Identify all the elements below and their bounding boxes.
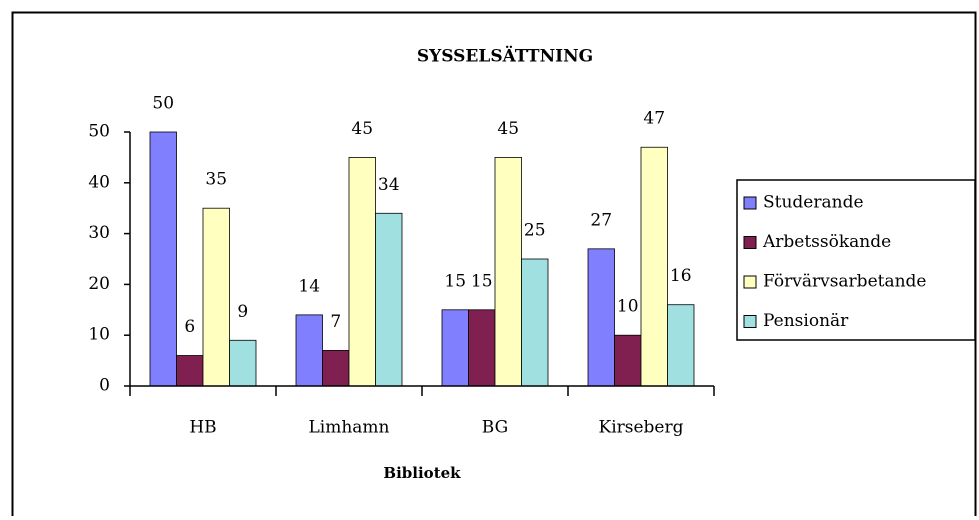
legend-swatch [743, 196, 757, 210]
data-label: 50 [152, 94, 174, 114]
legend-label: Arbetssökande [762, 232, 891, 252]
legend [736, 179, 976, 341]
x-tick-label: HB [189, 418, 216, 438]
bar [468, 309, 496, 387]
y-tick-label: 50 [88, 122, 110, 142]
bar [494, 156, 522, 387]
bar [229, 339, 257, 387]
legend-label: Studerande [763, 193, 864, 213]
legend-label: Pensionär [763, 311, 849, 331]
legend-swatch [743, 275, 757, 289]
legend-swatch [743, 315, 757, 328]
data-label: 45 [351, 119, 373, 139]
y-tick-label: 30 [88, 223, 110, 243]
bar [295, 314, 323, 387]
data-label: 34 [378, 175, 400, 195]
data-label: 6 [184, 317, 195, 337]
data-label: 7 [330, 312, 341, 332]
y-tick-label: 10 [88, 325, 110, 345]
data-label: 47 [643, 109, 665, 129]
bar [322, 350, 350, 387]
y-tick-label: 0 [99, 376, 110, 396]
data-label: 10 [617, 297, 639, 317]
y-tick-label: 20 [88, 274, 110, 294]
bar [348, 156, 376, 387]
x-tick-label: Limhamn [309, 418, 390, 438]
data-label: 25 [524, 221, 546, 241]
data-label: 15 [471, 271, 493, 291]
data-label: 9 [237, 302, 248, 322]
x-tick-label: BG [482, 418, 508, 438]
chart-title: SYSSELSÄTTNING [417, 46, 593, 67]
bar [667, 304, 695, 387]
bar [521, 258, 549, 387]
x-tick-label: Kirseberg [599, 418, 684, 438]
data-label: 16 [670, 266, 692, 286]
bar [587, 248, 615, 387]
data-label: 35 [205, 170, 227, 190]
bar [176, 355, 204, 387]
data-label: 45 [497, 119, 519, 139]
y-tick-label: 40 [88, 172, 110, 192]
bar [614, 334, 642, 387]
legend-swatch [743, 236, 757, 249]
data-label: 27 [590, 210, 612, 230]
data-label: 15 [444, 271, 466, 291]
bar [202, 207, 230, 387]
bar [149, 131, 177, 387]
x-axis-title: Bibliotek [383, 464, 461, 482]
bar [441, 309, 469, 387]
bar [640, 146, 668, 387]
bar [375, 212, 403, 387]
legend-label: Förvärvsarbetande [763, 272, 926, 292]
data-label: 14 [298, 276, 320, 296]
